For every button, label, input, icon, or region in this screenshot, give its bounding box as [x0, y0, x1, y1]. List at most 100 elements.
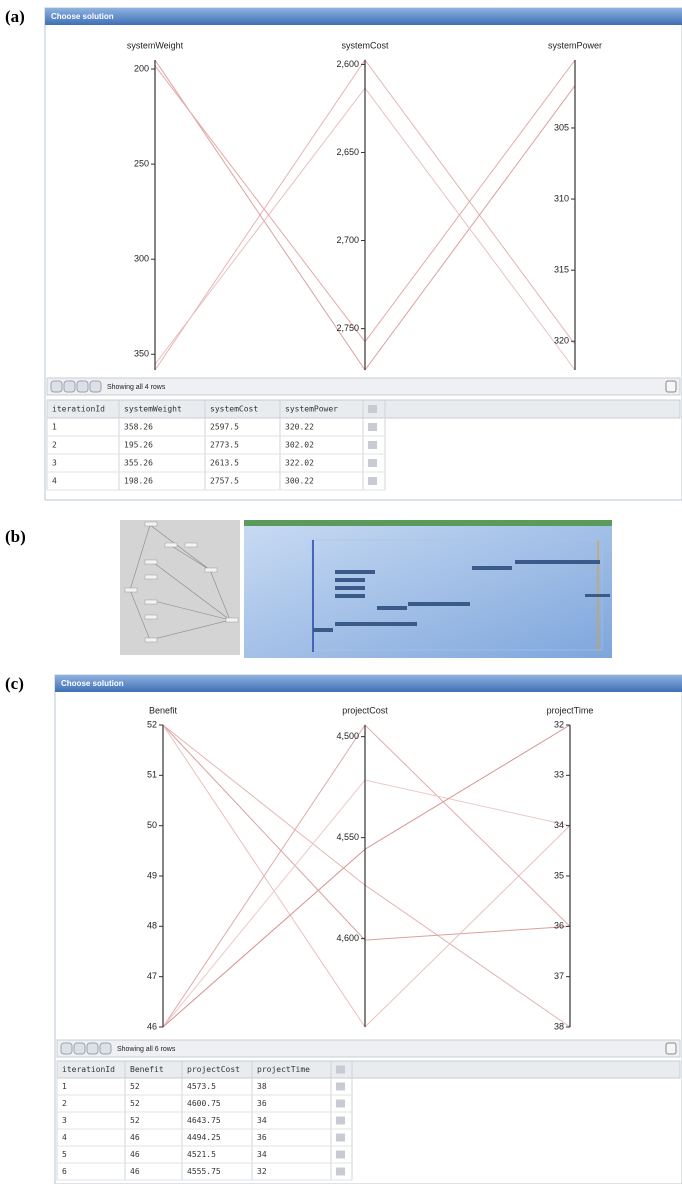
pager-button[interactable]: [61, 1043, 72, 1054]
table-cell: 1: [62, 1082, 67, 1091]
panel-label: (b): [5, 527, 26, 546]
table-cell: 4643.75: [187, 1116, 221, 1125]
table-cell: 3: [52, 459, 57, 468]
panel-label: (c): [5, 674, 24, 693]
tick-label: 49: [147, 870, 157, 880]
row-icon[interactable]: [336, 1083, 345, 1091]
tick-label: 300: [134, 254, 149, 264]
table-cell: 320.22: [285, 423, 314, 432]
tick-label: 310: [554, 193, 569, 203]
table-cell: 2: [62, 1099, 67, 1108]
column-header: iterationId: [62, 1065, 115, 1074]
pager-button[interactable]: [100, 1043, 111, 1054]
table-cell: 302.02: [285, 441, 314, 450]
tick-label: 52: [147, 719, 157, 729]
table-cell: 322.02: [285, 459, 314, 468]
table-cell: 52: [130, 1116, 140, 1125]
tick-label: 2,600: [336, 59, 359, 69]
table-cell: 52: [130, 1099, 140, 1108]
tick-label: 305: [554, 122, 569, 132]
row-status: Showing all 6 rows: [117, 1046, 176, 1053]
column-header: systemCost: [210, 405, 258, 414]
tick-label: 33: [554, 770, 564, 780]
table-cell: 36: [257, 1099, 267, 1108]
row-icon[interactable]: [336, 1168, 345, 1176]
axis-title: systemPower: [548, 40, 602, 50]
column-header: Benefit: [130, 1065, 164, 1074]
export-button[interactable]: [666, 1043, 676, 1054]
axis-title: systemWeight: [127, 40, 184, 50]
window-title: Choose solution: [51, 12, 114, 21]
table-cell: 5: [62, 1150, 67, 1159]
tick-label: 46: [147, 1021, 157, 1031]
column-header: iterationId: [52, 405, 105, 414]
row-status: Showing all 4 rows: [107, 384, 166, 391]
column-header: systemPower: [285, 405, 338, 414]
page: (a)Choose solutionsystemWeight2002503003…: [0, 0, 682, 1184]
table-cell: 34: [257, 1116, 267, 1125]
pager-button[interactable]: [90, 381, 101, 392]
pager-button[interactable]: [51, 381, 62, 392]
table-cell: 300.22: [285, 477, 314, 486]
column-menu-icon[interactable]: [368, 405, 377, 413]
table-cell: 4600.75: [187, 1099, 221, 1108]
tick-label: 350: [134, 349, 149, 359]
table-cell: 4555.75: [187, 1167, 221, 1176]
table-cell: 2773.5: [210, 441, 239, 450]
row-icon[interactable]: [368, 423, 377, 431]
tick-label: 32: [554, 719, 564, 729]
table-cell: 36: [257, 1133, 267, 1142]
table-cell: 4521.5: [187, 1150, 216, 1159]
pager-button[interactable]: [77, 381, 88, 392]
tick-label: 51: [147, 770, 157, 780]
axis-title: projectCost: [342, 705, 388, 715]
table-cell: 198.26: [124, 477, 153, 486]
row-icon[interactable]: [336, 1151, 345, 1159]
table-cell: 46: [130, 1150, 140, 1159]
panel-b-images: [120, 520, 612, 658]
panel-label: (a): [5, 7, 25, 26]
tick-label: 2,750: [336, 323, 359, 333]
table-cell: 32: [257, 1167, 267, 1176]
table-cell: 3: [62, 1116, 67, 1125]
export-button[interactable]: [666, 381, 676, 392]
tick-label: 34: [554, 820, 564, 830]
graph-thumbnail: [120, 520, 240, 655]
tick-label: 37: [554, 971, 564, 981]
tick-label: 2,700: [336, 235, 359, 245]
tick-label: 200: [134, 63, 149, 73]
pager-button[interactable]: [74, 1043, 85, 1054]
axis-title: projectTime: [547, 705, 594, 715]
tick-label: 38: [554, 1021, 564, 1031]
column-header: systemWeight: [124, 405, 182, 414]
table-cell: 2757.5: [210, 477, 239, 486]
table-cell: 4494.25: [187, 1133, 221, 1142]
table-cell: 355.26: [124, 459, 153, 468]
table-cell: 2597.5: [210, 423, 239, 432]
column-menu-icon[interactable]: [336, 1066, 345, 1074]
tick-label: 50: [147, 820, 157, 830]
row-icon[interactable]: [336, 1134, 345, 1142]
axis-title: Benefit: [149, 705, 178, 715]
tick-label: 35: [554, 870, 564, 880]
tick-label: 4,600: [336, 933, 359, 943]
tick-label: 47: [147, 971, 157, 981]
table-cell: 4573.5: [187, 1082, 216, 1091]
table-cell: 46: [130, 1133, 140, 1142]
column-header: projectCost: [187, 1065, 240, 1074]
table-cell: 4: [62, 1133, 67, 1142]
table-cell: 38: [257, 1082, 267, 1091]
title-bar: [55, 675, 682, 692]
row-icon[interactable]: [368, 477, 377, 485]
pager-button[interactable]: [64, 381, 75, 392]
row-icon[interactable]: [336, 1100, 345, 1108]
row-icon[interactable]: [368, 459, 377, 467]
table-cell: 6: [62, 1167, 67, 1176]
row-icon[interactable]: [336, 1117, 345, 1125]
title-bar: [45, 8, 682, 25]
pager-button[interactable]: [87, 1043, 98, 1054]
row-icon[interactable]: [368, 441, 377, 449]
table-cell: 195.26: [124, 441, 153, 450]
table-cell: 2: [52, 441, 57, 450]
window-title: Choose solution: [61, 679, 124, 688]
